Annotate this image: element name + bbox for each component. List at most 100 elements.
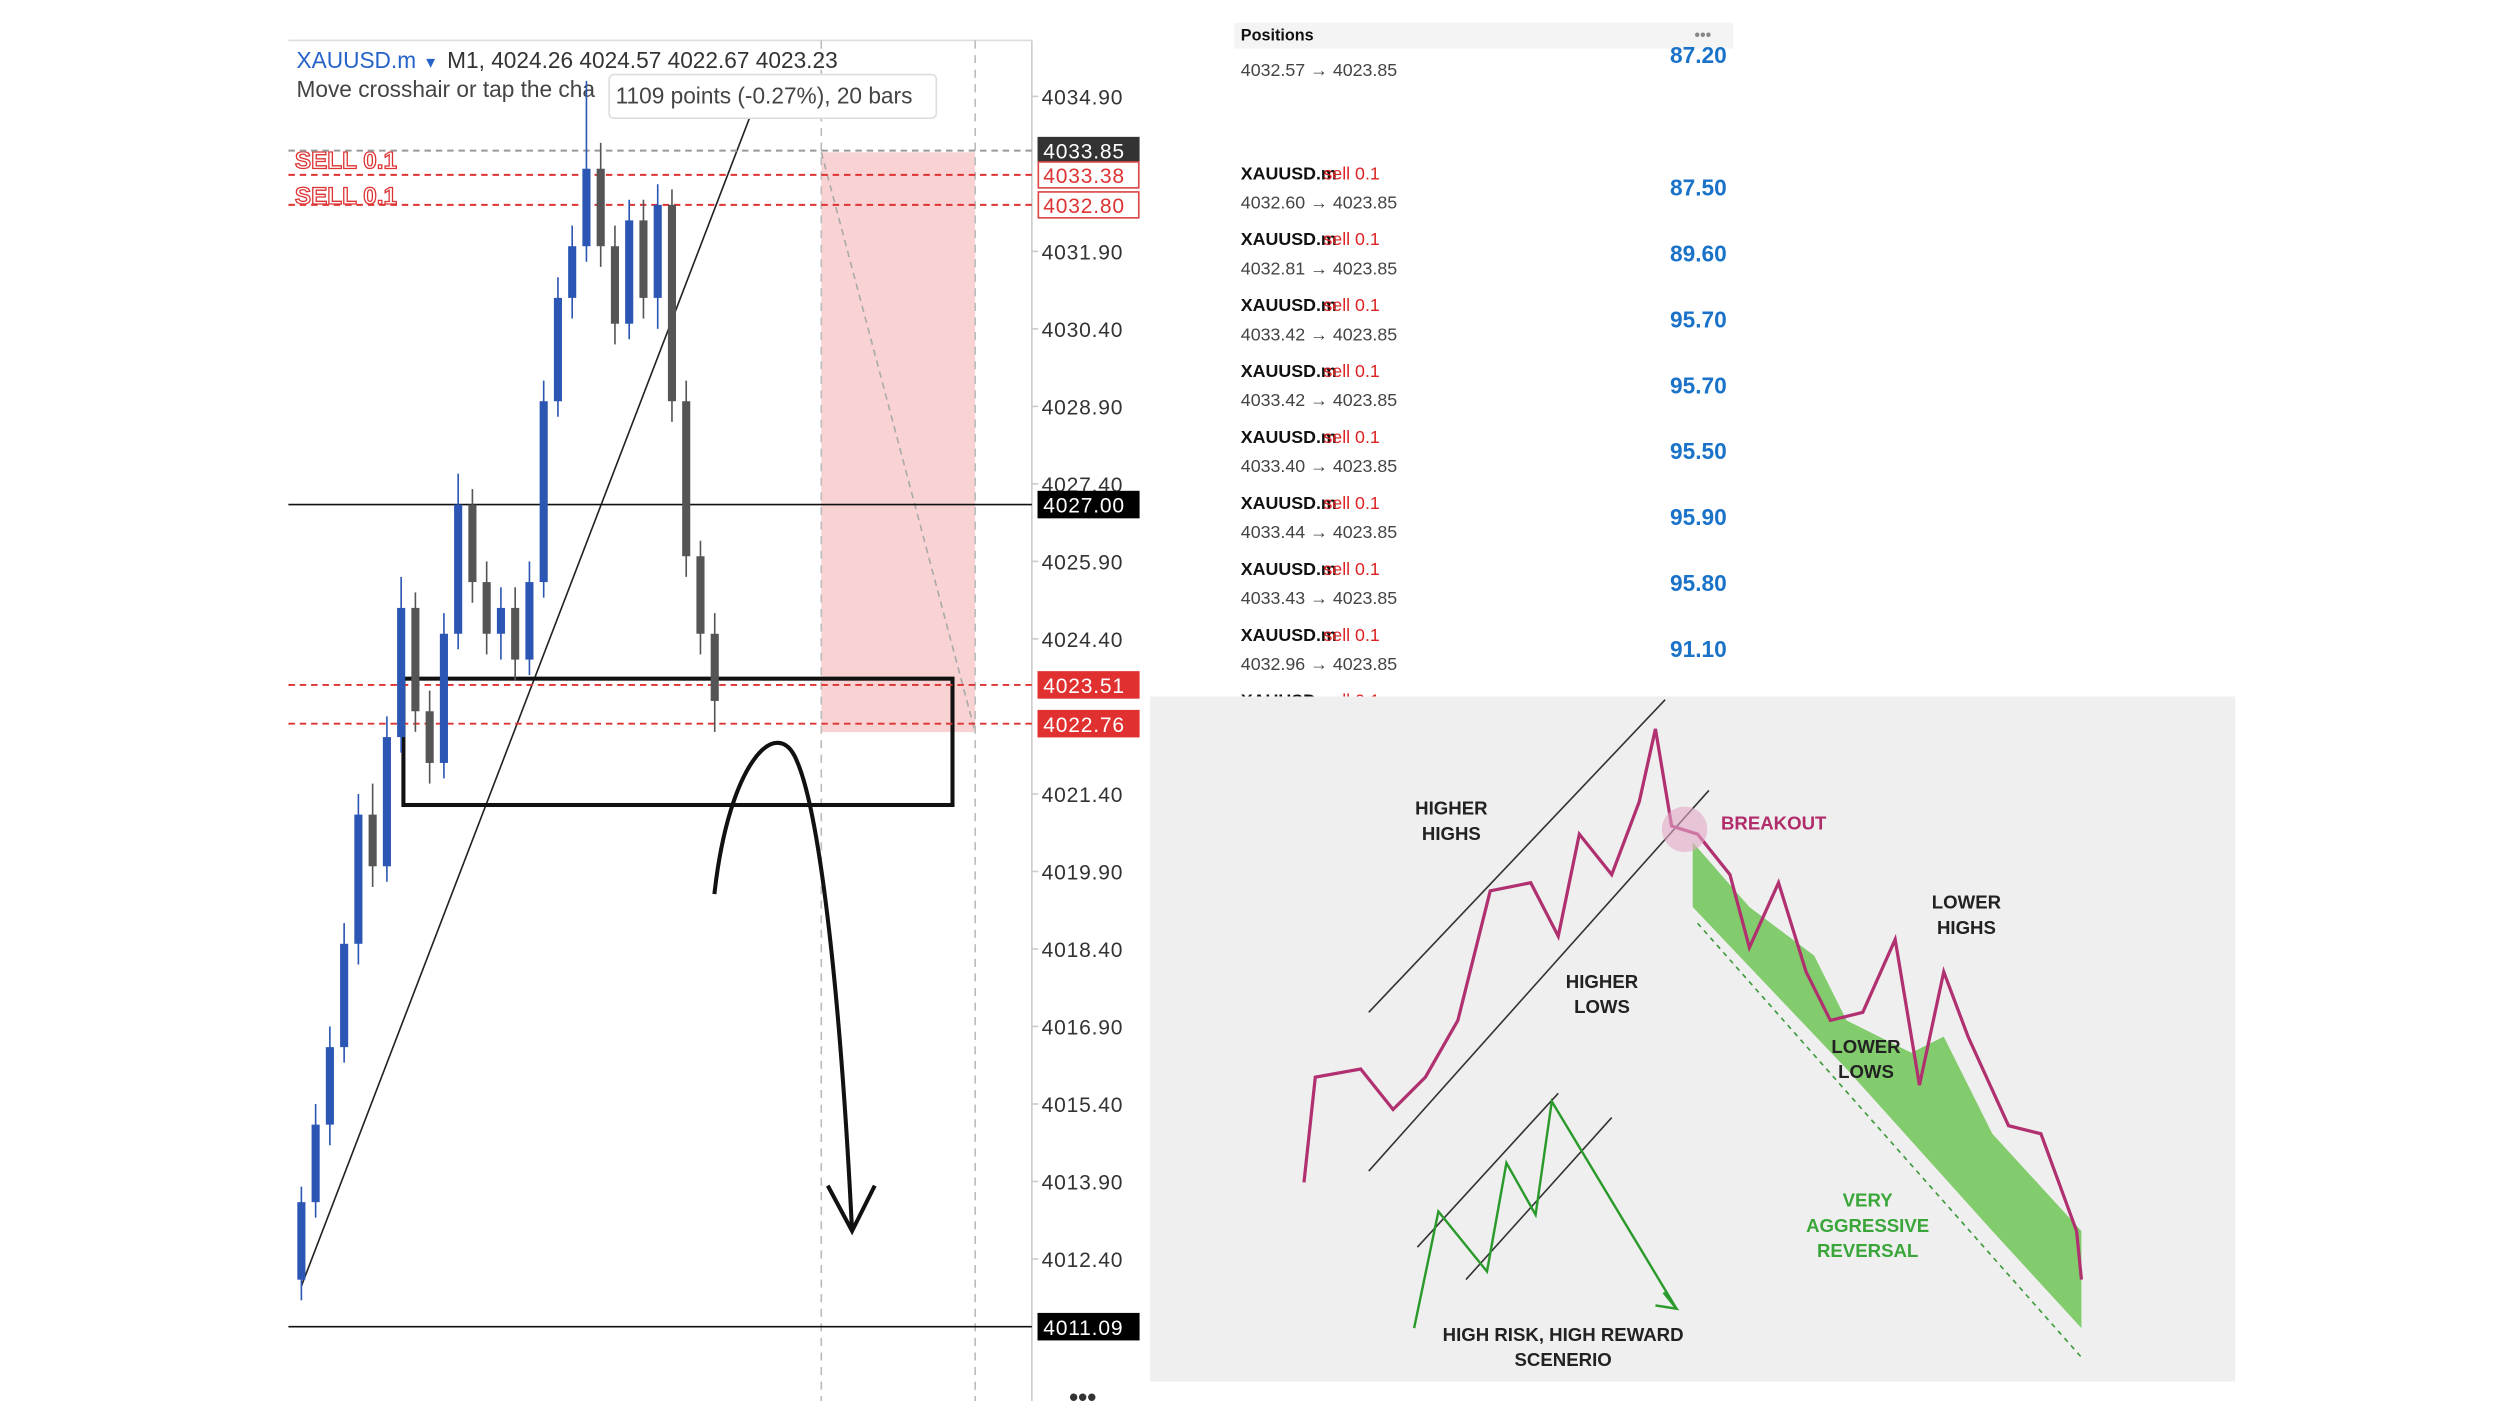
position-symbol: XAUUSD.m <box>1241 163 1337 183</box>
position-symbol: XAUUSD.m <box>1241 295 1337 315</box>
candle-body <box>696 556 705 634</box>
info-label: LOWS <box>1574 996 1630 1017</box>
candle-body <box>653 204 662 298</box>
y-tick-label: 4024.40 <box>1042 629 1124 652</box>
price-tag <box>1037 709 1140 738</box>
price-tag <box>1037 1312 1140 1341</box>
position-side: sell 0.1 <box>1323 163 1379 183</box>
more-icon[interactable]: ••• <box>1069 1384 1096 1412</box>
candle-body <box>710 633 719 701</box>
info-label: LOWER <box>1932 892 2002 913</box>
position-profit: 95.70 <box>1670 306 1727 332</box>
candle-body <box>511 607 520 660</box>
position-side: sell 0.1 <box>1323 427 1379 447</box>
y-tick-label: 4018.40 <box>1042 939 1124 962</box>
position-profit: 95.70 <box>1670 372 1727 398</box>
position-profit: 95.50 <box>1670 438 1727 464</box>
info-label: LOWER <box>1831 1036 1901 1057</box>
candle-body <box>297 1202 306 1280</box>
y-tick-label: 4016.90 <box>1042 1017 1124 1040</box>
price-tag <box>1037 490 1140 519</box>
position-prices: 4032.81 → 4023.85 <box>1241 258 1397 278</box>
candle-body <box>368 814 377 867</box>
candle-body <box>340 943 349 1048</box>
info-label: BREAKOUT <box>1721 812 1827 833</box>
position-side: sell 0.1 <box>1323 625 1379 645</box>
y-tick-label: 4019.90 <box>1042 862 1124 885</box>
position-prices: 4032.96 → 4023.85 <box>1241 654 1397 674</box>
position-side: sell 0.1 <box>1323 559 1379 579</box>
position-profit: 87.20 <box>1670 42 1727 68</box>
price-tag <box>1037 161 1140 189</box>
position-profit: 91.10 <box>1670 636 1727 662</box>
y-tick-label: 4012.40 <box>1042 1249 1124 1272</box>
candle-body <box>311 1124 320 1203</box>
price-tag-label: 4033.85 <box>1043 141 1125 164</box>
position-prices: 4033.43 → 4023.85 <box>1241 588 1397 608</box>
position-prices: 4033.42 → 4023.85 <box>1241 390 1397 410</box>
position-symbol: XAUUSD.m <box>1241 559 1337 579</box>
candle-body <box>596 168 605 247</box>
candle-body <box>397 607 406 738</box>
candle-body <box>625 220 634 324</box>
position-profit: 95.90 <box>1670 504 1727 530</box>
price-tag-label: 4027.00 <box>1043 495 1125 518</box>
positions-title: Positions <box>1241 26 1314 44</box>
candle-body <box>325 1047 334 1125</box>
price-tag-label: 4032.80 <box>1043 195 1125 218</box>
position-prices: 4032.60 → 4023.85 <box>1241 192 1397 212</box>
position-symbol: XAUUSD.m <box>1241 361 1337 381</box>
symbol[interactable]: XAUUSD.m <box>297 47 417 73</box>
info-label: VERY <box>1843 1190 1894 1211</box>
price-tag-label: 4011.09 <box>1043 1317 1123 1340</box>
candle-body <box>354 814 363 944</box>
dropdown[interactable]: ▾ <box>426 52 435 72</box>
hint: Move crosshair or tap the cha <box>297 76 596 102</box>
y-tick-label: 4031.90 <box>1042 241 1124 264</box>
position-prices: 4033.40 → 4023.85 <box>1241 456 1397 476</box>
info-label: HIGHER <box>1415 798 1488 819</box>
zone-box <box>401 676 955 808</box>
info-label: SCENERIO <box>1515 1349 1612 1370</box>
candle-body <box>553 297 562 402</box>
candle-body <box>482 582 491 634</box>
price-tag <box>1037 191 1140 219</box>
info-label: HIGHER <box>1566 971 1639 992</box>
measure-label: 1109 points (-0.27%), 20 bars <box>616 83 913 109</box>
measure-line <box>820 152 976 733</box>
position-prices: 4032.57 → 4023.85 <box>1241 60 1397 80</box>
candle-body <box>496 607 505 634</box>
candle-body <box>382 737 391 867</box>
y-tick-label: 4013.90 <box>1042 1172 1124 1195</box>
candle-body <box>582 168 591 247</box>
ohlc: M1, 4024.26 4024.57 4022.67 4023.23 <box>447 47 838 73</box>
candle-body <box>610 246 619 324</box>
y-tick-label: 4030.40 <box>1042 319 1124 342</box>
info-label: LOWS <box>1838 1061 1894 1082</box>
y-tick-label: 4034.90 <box>1042 86 1124 109</box>
position-profit: 87.50 <box>1670 174 1727 200</box>
position-side: sell 0.1 <box>1323 229 1379 249</box>
infographic-art <box>1302 699 2084 1358</box>
candle-body <box>639 220 648 298</box>
info-label: HIGHS <box>1937 917 1996 938</box>
info-label: REVERSAL <box>1817 1240 1918 1261</box>
position-side: sell 0.1 <box>1323 295 1379 315</box>
candle-body <box>454 504 463 634</box>
candle-body <box>468 504 477 583</box>
positions-menu[interactable]: ••• <box>1694 26 1711 44</box>
y-tick-label: 4021.40 <box>1042 784 1124 807</box>
price-tag-label: 4022.76 <box>1043 714 1125 737</box>
position-symbol: XAUUSD.m <box>1241 625 1337 645</box>
candle-body <box>425 711 434 763</box>
info-label: AGGRESSIVE <box>1806 1215 1929 1236</box>
position-symbol: XAUUSD.m <box>1241 427 1337 447</box>
candle-body <box>439 633 448 763</box>
candle-body <box>525 582 534 660</box>
position-profit: 95.80 <box>1670 570 1727 596</box>
position-prices: 4033.42 → 4023.85 <box>1241 324 1397 344</box>
positions-header <box>1234 22 1734 49</box>
y-tick-label: 4028.90 <box>1042 396 1124 419</box>
